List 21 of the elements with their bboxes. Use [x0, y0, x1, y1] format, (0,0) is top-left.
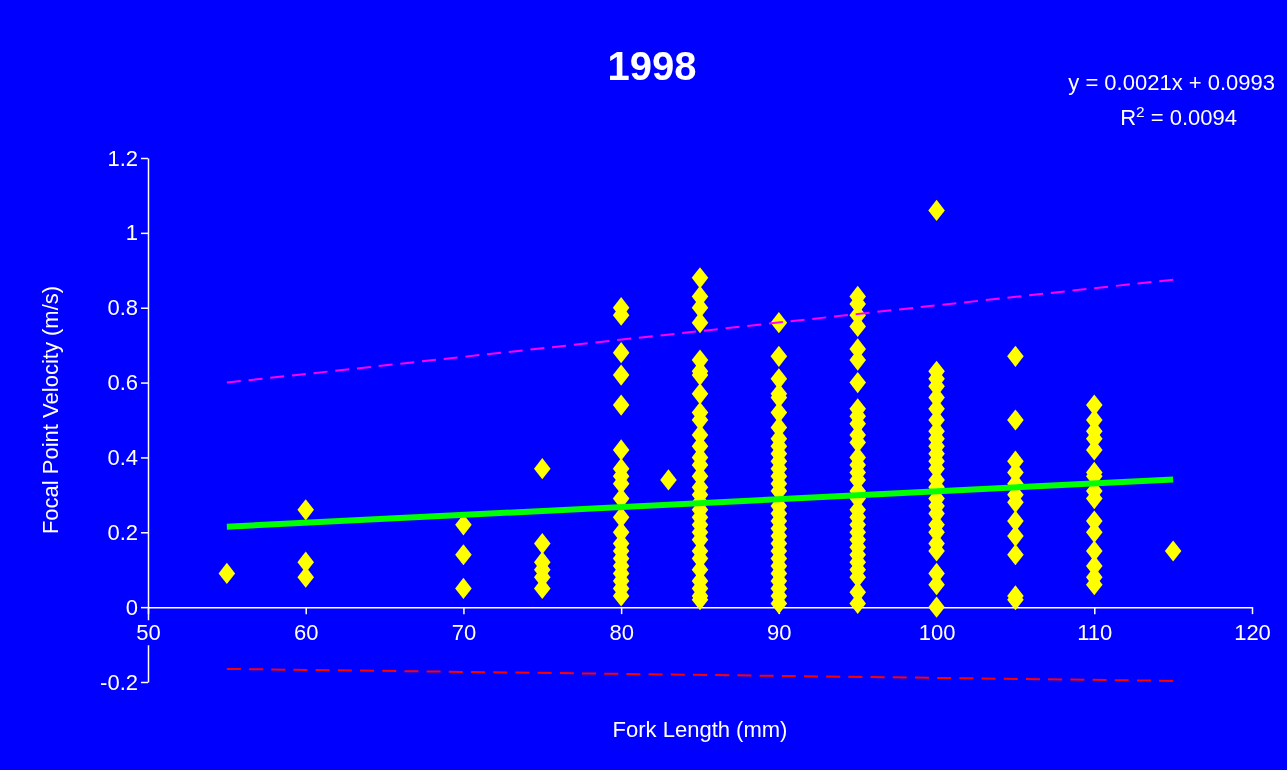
y-axis-title: Focal Point Velocity (m/s): [38, 285, 63, 535]
y-tick-label: 0.4: [107, 444, 138, 470]
text: y = 0.0021x + 0.0993: [1068, 70, 1275, 95]
x-tick-label: 110: [1077, 620, 1113, 646]
x-axis-title: Fork Length (mm): [612, 717, 788, 742]
y-tick-label: 0.8: [107, 295, 138, 321]
text: R$^{2}$ = 0.0094: [1120, 102, 1237, 130]
chart-title: 1998: [607, 44, 697, 88]
y-tick-label: -0.2: [100, 669, 138, 695]
x-tick-label: 100: [918, 620, 956, 646]
y-tick-label: 1.2: [107, 145, 138, 171]
x-tick-label: 70: [451, 620, 477, 646]
x-tick-label: 50: [136, 620, 161, 646]
x-tick-label: 90: [767, 620, 792, 646]
x-tick-label: 120: [1234, 620, 1271, 646]
y-tick-label: 0.6: [107, 370, 138, 396]
x-tick-label: 60: [293, 620, 319, 646]
x-tick-label: 80: [609, 620, 634, 646]
y-tick-label: 0.2: [107, 519, 138, 545]
y-tick-label: 1: [125, 220, 138, 246]
y-tick-label: 0: [125, 594, 138, 620]
